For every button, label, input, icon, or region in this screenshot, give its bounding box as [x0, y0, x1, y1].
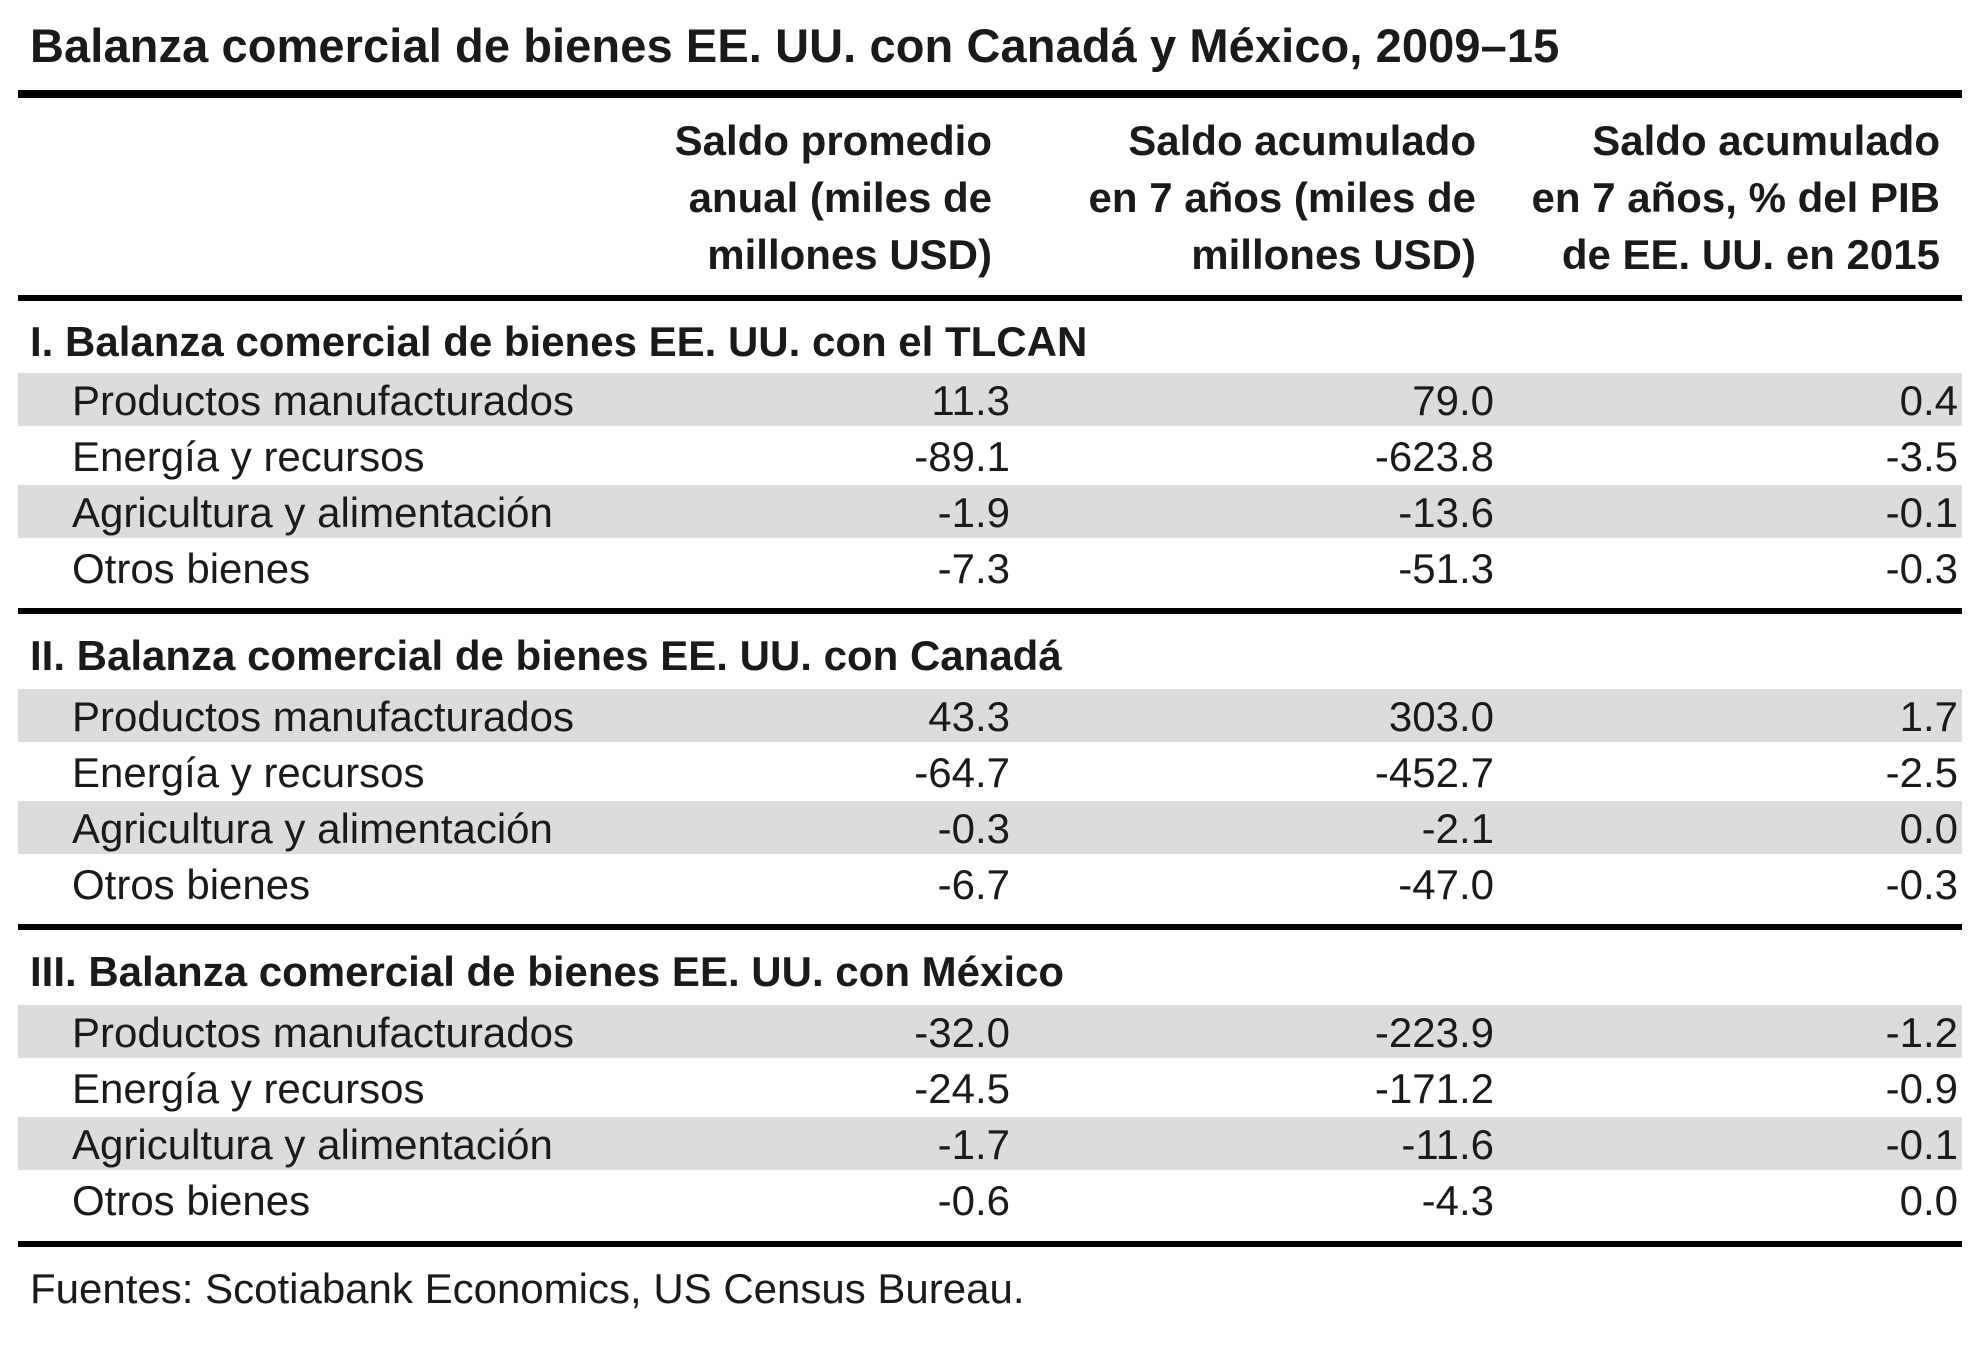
source-note: Fuentes: Scotiabank Economics, US Census…: [30, 1265, 1025, 1312]
row-label: Productos manufacturados: [72, 1009, 574, 1056]
cell-avg-annual: -0.6: [937, 1177, 1010, 1224]
row-label: Agricultura y alimentación: [72, 489, 553, 536]
cell-cumulative: -13.6: [1398, 489, 1494, 536]
table-title: Balanza comercial de bienes EE. UU. con …: [30, 19, 1560, 72]
cell-avg-annual: -1.7: [937, 1121, 1010, 1168]
column-header-3-line-1: Saldo acumulado: [1592, 117, 1940, 164]
cell-cumulative: -223.9: [1374, 1009, 1494, 1056]
bottom-rule: [18, 1241, 1962, 1247]
column-header-3: Saldo acumulado en 7 años, % del PIB de …: [1532, 112, 1940, 283]
column-header-1-line-1: Saldo promedio: [674, 117, 992, 164]
cell-pct-gdp: -0.3: [1885, 861, 1958, 908]
cell-avg-annual: -89.1: [914, 433, 1010, 480]
top-rule: [18, 90, 1962, 98]
table-row: Productos manufacturados -32.0 -223.9 -1…: [18, 1005, 1962, 1058]
column-header-1-line-3: millones USD): [707, 231, 992, 278]
cell-pct-gdp: 1.7: [1899, 693, 1958, 740]
column-header-2: Saldo acumulado en 7 años (miles de mill…: [1089, 112, 1476, 283]
row-label: Agricultura y alimentación: [72, 1121, 553, 1168]
column-header-3-line-3: de EE. UU. en 2015: [1561, 231, 1940, 278]
cell-avg-annual: 11.3: [931, 377, 1010, 424]
cell-pct-gdp: -0.1: [1885, 489, 1958, 536]
cell-avg-annual: -7.3: [937, 545, 1010, 592]
row-label: Energía y recursos: [72, 749, 425, 796]
table-row: Agricultura y alimentación -0.3 -2.1 0.0: [18, 801, 1962, 854]
row-label: Otros bienes: [72, 545, 311, 592]
table-row: Otros bienes -7.3 -51.3 -0.3: [18, 541, 1962, 594]
row-label: Otros bienes: [72, 861, 311, 908]
row-label: Productos manufacturados: [72, 377, 574, 424]
cell-cumulative: -623.8: [1374, 433, 1494, 480]
column-header-3-line-2: en 7 años, % del PIB: [1531, 174, 1940, 221]
cell-avg-annual: -32.0: [914, 1009, 1010, 1056]
table-row: Energía y recursos -64.7 -452.7 -2.5: [18, 745, 1962, 798]
row-label: Otros bienes: [72, 1177, 311, 1224]
cell-cumulative: 303.0: [1388, 693, 1494, 740]
column-header-2-line-2: en 7 años (miles de: [1088, 174, 1476, 221]
cell-avg-annual: -6.7: [937, 861, 1010, 908]
cell-pct-gdp: -0.3: [1885, 545, 1958, 592]
cell-pct-gdp: -0.9: [1885, 1065, 1958, 1112]
section-divider: [18, 924, 1962, 930]
column-header-1-line-2: anual (miles de: [688, 174, 992, 221]
column-header-1: Saldo promedio anual (miles de millones …: [675, 112, 992, 283]
cell-cumulative: -47.0: [1398, 861, 1494, 908]
row-label: Agricultura y alimentación: [72, 805, 553, 852]
cell-cumulative: -4.3: [1421, 1177, 1494, 1224]
header-rule: [18, 295, 1962, 301]
column-header-2-line-1: Saldo acumulado: [1128, 117, 1476, 164]
table-row: Otros bienes -6.7 -47.0 -0.3: [18, 857, 1962, 910]
table-row: Energía y recursos -89.1 -623.8 -3.5: [18, 429, 1962, 482]
cell-pct-gdp: -1.2: [1885, 1009, 1958, 1056]
cell-cumulative: -2.1: [1421, 805, 1494, 852]
cell-pct-gdp: -0.1: [1885, 1121, 1958, 1168]
section-title-canada: II. Balanza comercial de bienes EE. UU. …: [30, 632, 1062, 679]
cell-avg-annual: -24.5: [914, 1065, 1010, 1112]
section-title-tlcan: I. Balanza comercial de bienes EE. UU. c…: [30, 318, 1088, 365]
cell-pct-gdp: -3.5: [1885, 433, 1958, 480]
row-label: Energía y recursos: [72, 1065, 425, 1112]
cell-cumulative: 79.0: [1412, 377, 1494, 424]
section-divider: [18, 608, 1962, 614]
table-row: Productos manufacturados 11.3 79.0 0.4: [18, 373, 1962, 426]
table-row: Otros bienes -0.6 -4.3 0.0: [18, 1173, 1962, 1226]
cell-pct-gdp: 0.0: [1899, 805, 1958, 852]
cell-cumulative: -171.2: [1374, 1065, 1494, 1112]
table-row: Productos manufacturados 43.3 303.0 1.7: [18, 689, 1962, 742]
row-label: Energía y recursos: [72, 433, 425, 480]
cell-pct-gdp: 0.4: [1899, 377, 1958, 424]
cell-cumulative: -51.3: [1398, 545, 1494, 592]
cell-cumulative: -11.6: [1401, 1121, 1494, 1168]
row-label: Productos manufacturados: [72, 693, 574, 740]
table-row: Energía y recursos -24.5 -171.2 -0.9: [18, 1061, 1962, 1114]
cell-pct-gdp: 0.0: [1899, 1177, 1958, 1224]
section-title-mexico: III. Balanza comercial de bienes EE. UU.…: [30, 948, 1065, 995]
table-row: Agricultura y alimentación -1.9 -13.6 -0…: [18, 485, 1962, 538]
table-row: Agricultura y alimentación -1.7 -11.6 -0…: [18, 1117, 1962, 1170]
cell-pct-gdp: -2.5: [1885, 749, 1958, 796]
column-header-2-line-3: millones USD): [1191, 231, 1476, 278]
cell-avg-annual: -0.3: [937, 805, 1010, 852]
cell-cumulative: -452.7: [1374, 749, 1494, 796]
cell-avg-annual: 43.3: [928, 693, 1010, 740]
cell-avg-annual: -64.7: [914, 749, 1010, 796]
cell-avg-annual: -1.9: [937, 489, 1010, 536]
